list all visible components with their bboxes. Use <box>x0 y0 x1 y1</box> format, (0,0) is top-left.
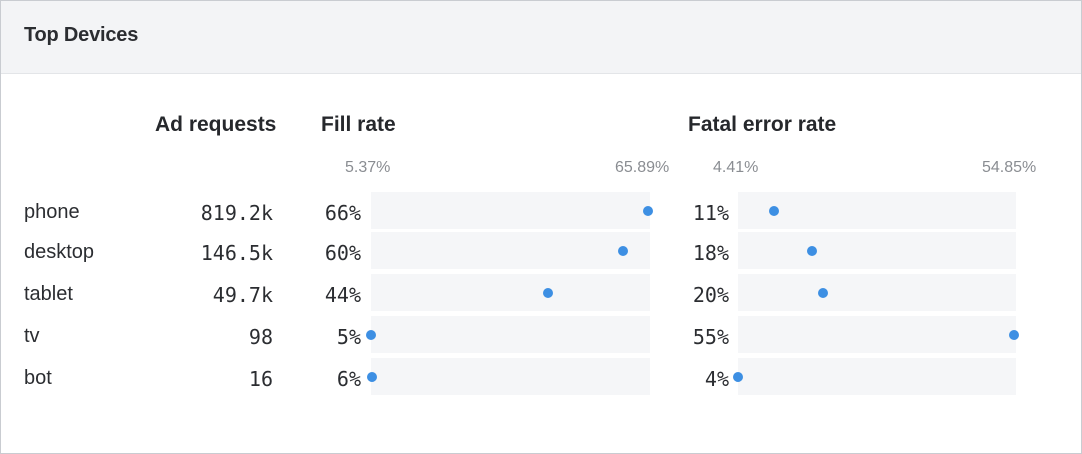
table-row[interactable]: bot 16 6% 4% <box>1 358 1081 398</box>
fill-rate-track <box>367 358 650 395</box>
fatal-rate-dot <box>769 206 780 216</box>
ad-requests-value: 98 <box>248 325 273 349</box>
table-row[interactable]: desktop 146.5k 60% 18% <box>1 232 1081 272</box>
fill-rate-value: 6% <box>336 367 361 391</box>
fatal-rate-dot <box>807 246 818 256</box>
fatal-rate-range-max: 54.85% <box>982 159 1037 176</box>
fill-rate-dot <box>643 206 653 216</box>
fill-rate-track <box>371 232 650 269</box>
fatal-rate-track <box>738 274 1016 311</box>
fatal-rate-track <box>738 316 1019 353</box>
fill-rate-range-max: 65.89% <box>615 159 670 176</box>
fill-rate-value: 5% <box>336 325 361 349</box>
fatal-rate-dot <box>1009 330 1019 340</box>
fatal-rate-dot <box>818 288 829 298</box>
device-name: bot <box>24 367 52 389</box>
panel-header: Top Devices <box>1 1 1081 74</box>
fill-rate-value: 66% <box>324 201 361 225</box>
fatal-rate-value: 18% <box>692 241 729 265</box>
fatal-rate-track <box>738 232 1016 269</box>
fill-rate-dot <box>542 288 553 298</box>
fill-rate-dot <box>618 246 629 256</box>
fill-rate-dot <box>366 330 376 340</box>
fill-rate-value: 60% <box>324 241 361 265</box>
fatal-rate-value: 55% <box>692 325 729 349</box>
fill-rate-track <box>371 274 650 311</box>
fatal-rate-range-min: 4.41% <box>713 159 759 176</box>
ad-requests-value: 49.7k <box>212 283 273 307</box>
fill-rate-track <box>366 316 650 353</box>
ad-requests-value: 819.2k <box>200 201 273 225</box>
table-row[interactable]: phone 819.2k 66% 11% <box>1 192 1081 232</box>
fill-rate-range-min: 5.37% <box>345 159 391 176</box>
device-name: tablet <box>24 283 73 305</box>
column-header-fill-rate: Fill rate <box>321 113 396 136</box>
device-name: desktop <box>24 241 95 263</box>
table-row[interactable]: tv 98 5% 55% <box>1 316 1081 356</box>
column-header-fatal-error-rate: Fatal error rate <box>688 113 837 136</box>
table-row[interactable]: tablet 49.7k 44% 20% <box>1 274 1081 314</box>
fatal-rate-dot <box>733 372 743 382</box>
ad-requests-value: 16 <box>248 367 273 391</box>
device-name: tv <box>24 325 40 347</box>
fatal-rate-value: 20% <box>692 283 729 307</box>
fatal-rate-track <box>738 192 1016 229</box>
fatal-rate-value: 11% <box>692 201 729 225</box>
device-name: phone <box>24 201 80 223</box>
column-header-ad-requests: Ad requests <box>155 113 277 136</box>
ad-requests-value: 146.5k <box>200 241 273 265</box>
panel-title: Top Devices <box>24 24 139 46</box>
fill-rate-dot <box>367 372 378 382</box>
fill-rate-track <box>371 192 653 229</box>
fatal-rate-track <box>733 358 1016 395</box>
fill-rate-value: 44% <box>324 283 361 307</box>
fatal-rate-value: 4% <box>704 367 729 391</box>
